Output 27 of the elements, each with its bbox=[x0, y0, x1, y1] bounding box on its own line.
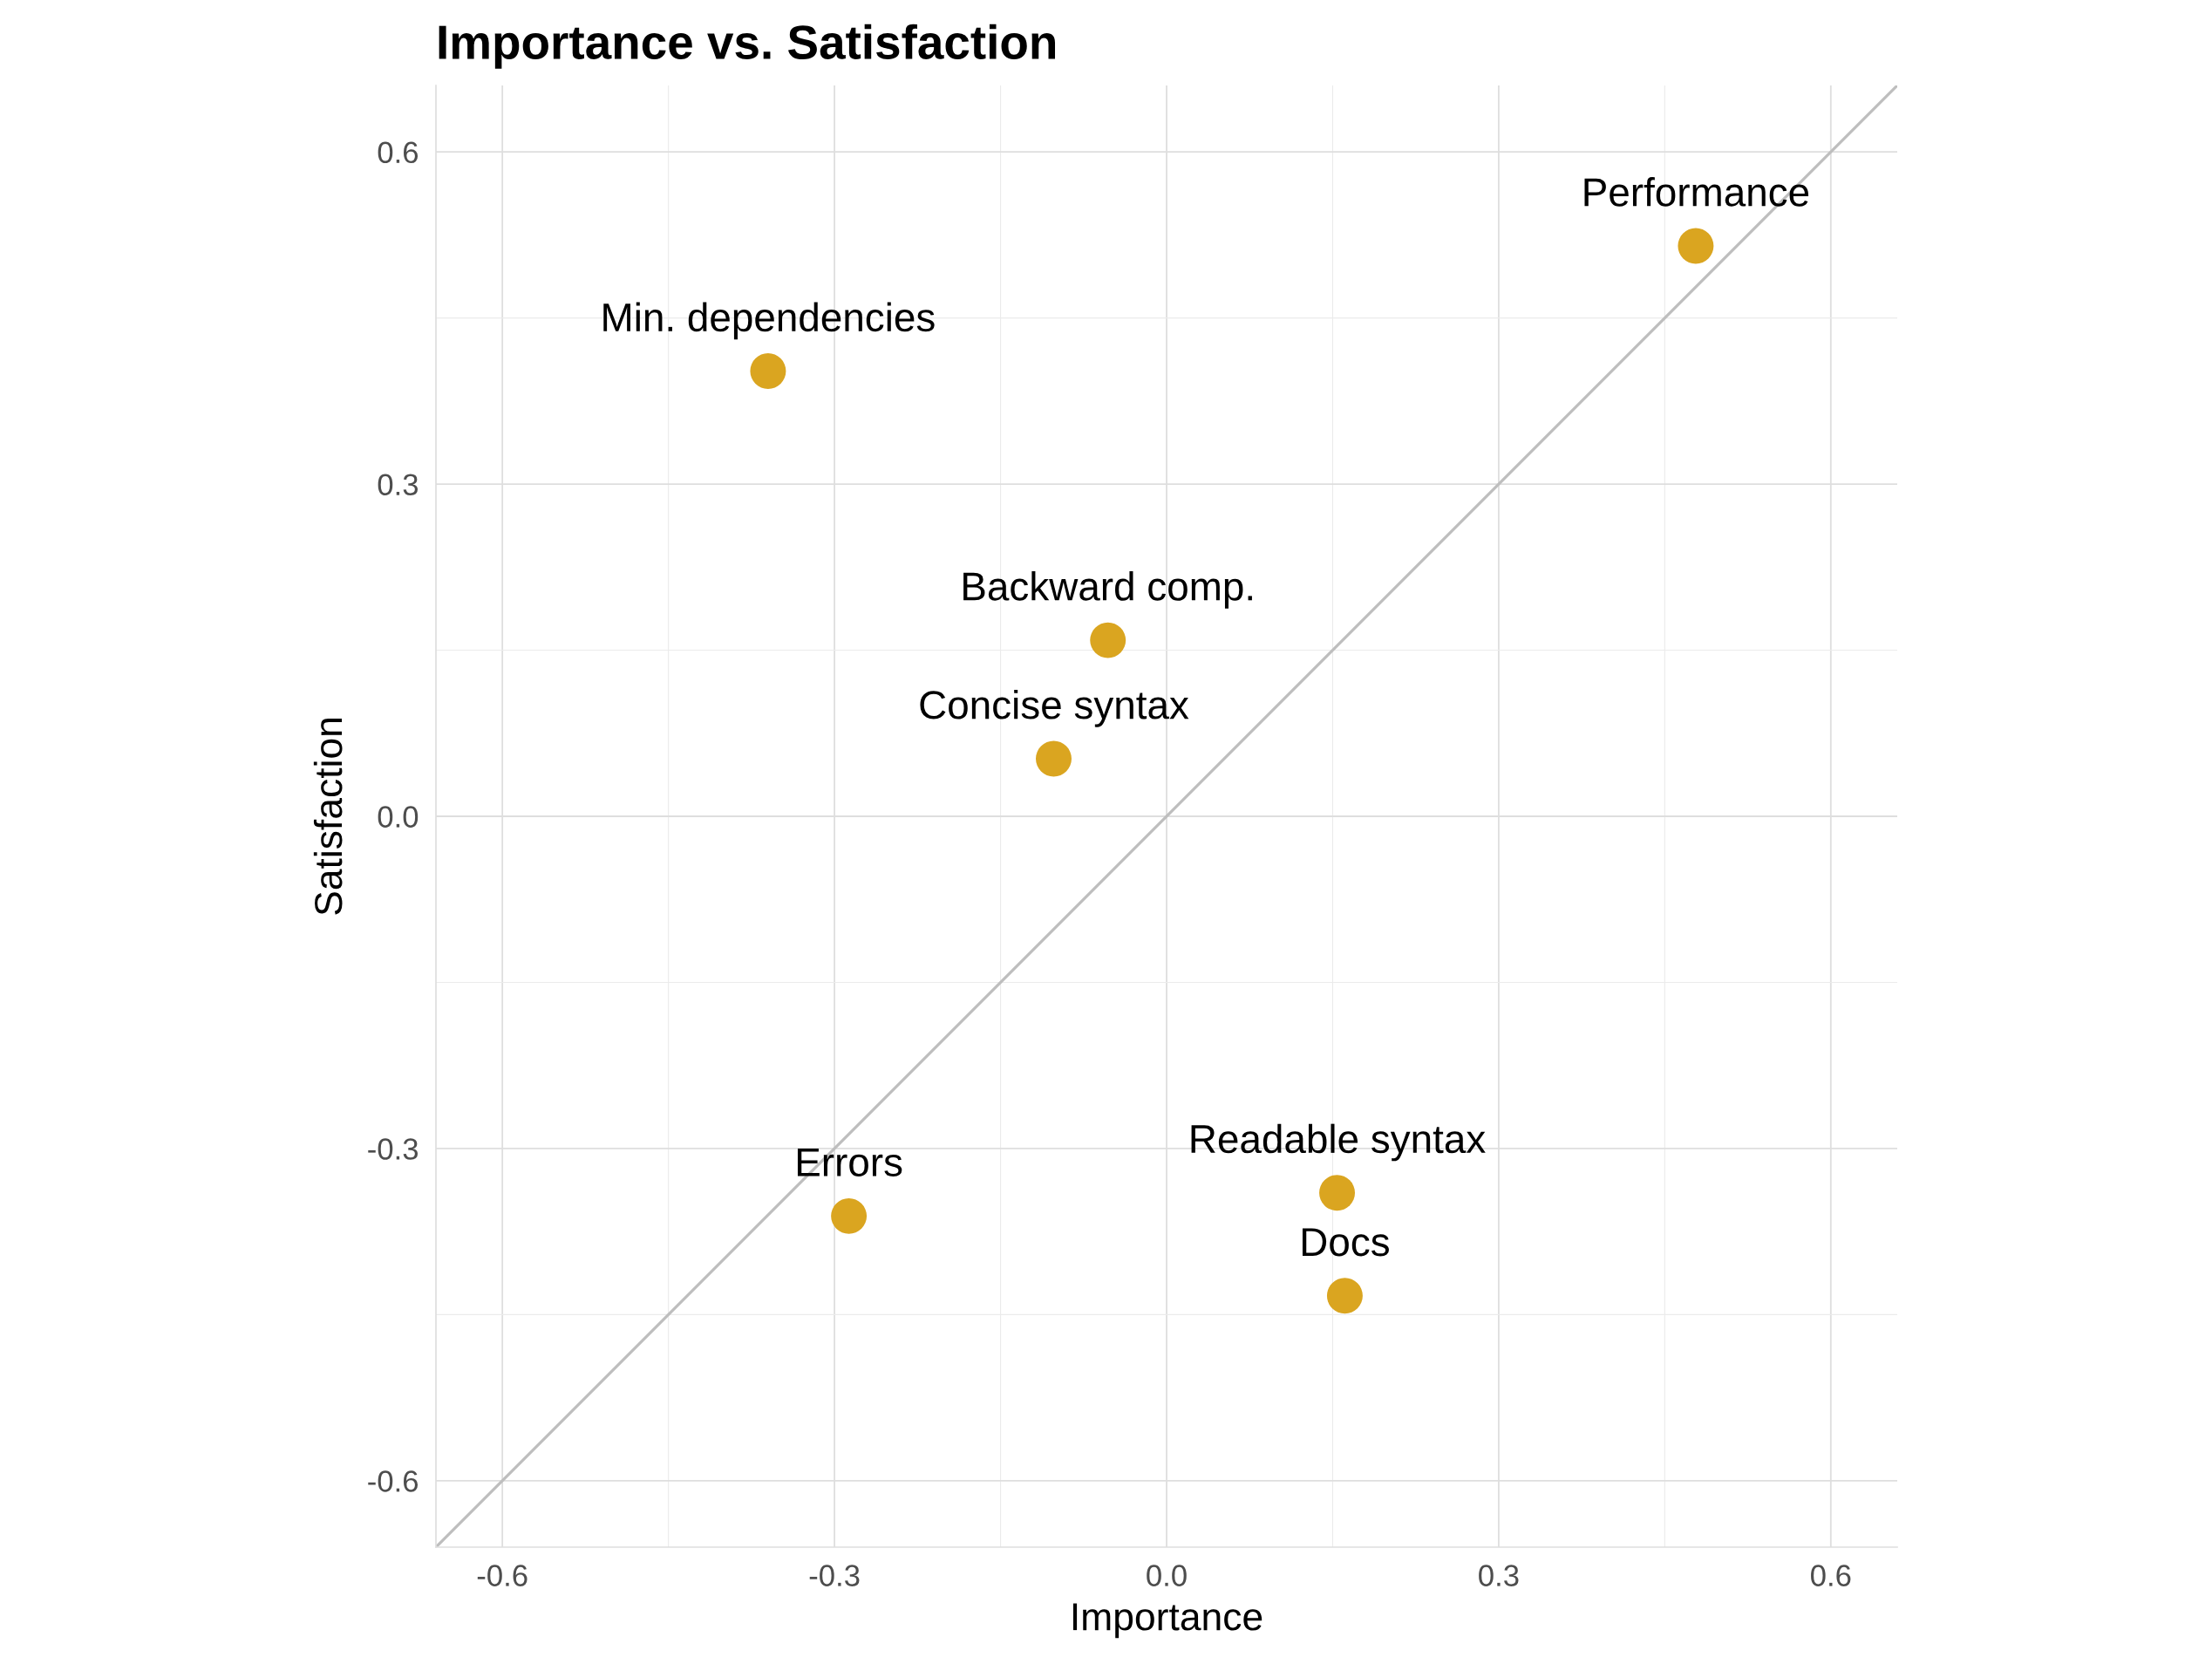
x-tick-label: 0.6 bbox=[1811, 1565, 1851, 1586]
annotation: Performance bbox=[1584, 177, 1809, 207]
point bbox=[1036, 740, 1072, 777]
annotation: Concise syntax bbox=[920, 689, 1189, 727]
annotation: Docs bbox=[1302, 1228, 1389, 1257]
x-tick-label: 0.0 bbox=[1147, 1565, 1187, 1586]
point bbox=[1678, 228, 1714, 264]
x-tick-label: 0.3 bbox=[1479, 1565, 1519, 1586]
y-tick-label: 0.3 bbox=[378, 474, 419, 496]
point bbox=[831, 1197, 868, 1234]
y-tick-label: -0.3 bbox=[368, 1138, 419, 1160]
annotation: Backward comp. bbox=[963, 571, 1252, 609]
point bbox=[1326, 1278, 1363, 1314]
x-tick-label: -0.3 bbox=[809, 1565, 860, 1586]
y-tick-label: 0.6 bbox=[378, 141, 419, 164]
annotation: Errors bbox=[797, 1149, 902, 1176]
x-axis-title: Importance bbox=[1072, 1603, 1263, 1639]
x-tick-label: -0.6 bbox=[477, 1565, 527, 1586]
point bbox=[750, 353, 786, 390]
chart-title: Importance vs. Satisfaction bbox=[439, 24, 1056, 69]
y-tick-label: -0.6 bbox=[368, 1470, 419, 1492]
point bbox=[1090, 622, 1126, 658]
point bbox=[1319, 1175, 1356, 1211]
y-tick-label: 0.0 bbox=[378, 806, 419, 828]
annotation: Min. dependencies bbox=[603, 302, 935, 340]
annotation: Readable syntax bbox=[1191, 1123, 1486, 1162]
y-axis-title: Satisfaction bbox=[313, 719, 343, 915]
